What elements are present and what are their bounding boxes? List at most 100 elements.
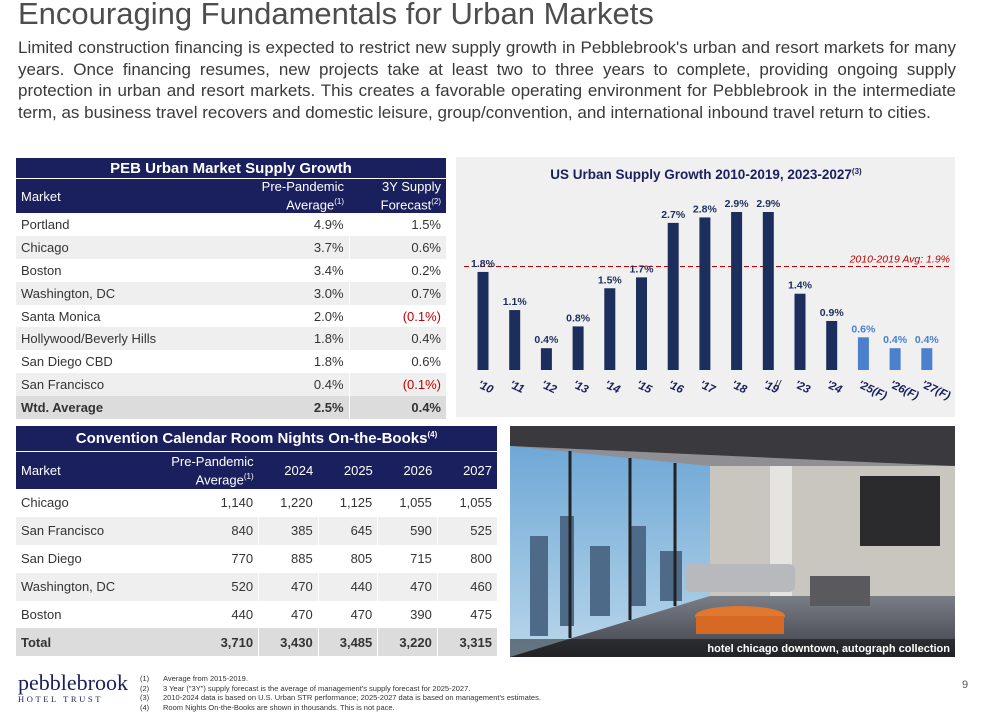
value-label: 0.4% <box>534 334 559 346</box>
table-row: Portland 4.9% 1.5% <box>16 213 446 236</box>
table-cell: Total <box>16 628 150 657</box>
column-header-text: Market <box>21 188 61 204</box>
table-cell: 2.5% <box>243 396 350 420</box>
column-header-text: 3Y Supply Forecast <box>380 179 441 213</box>
value-label: 0.8% <box>566 312 591 324</box>
table-cell: San Francisco <box>16 373 244 397</box>
table-cell: Santa Monica <box>21 308 101 324</box>
value-label: 2.9% <box>756 198 781 210</box>
table-row: Chicago 1,140 1,220 1,125 1,055 1,055 <box>16 489 497 517</box>
column-header: Market <box>16 178 244 213</box>
table-cell: 4.9% <box>243 213 350 236</box>
footnote-text: Room Nights On-the-Books are shown in th… <box>163 702 395 712</box>
table-cell: 590 <box>377 516 438 545</box>
column-header: Market <box>16 451 150 489</box>
table-cell: 770 <box>149 544 260 573</box>
table-cell: 470 <box>377 572 438 601</box>
bar <box>731 212 743 370</box>
table-cell: Hollywood/Beverly Hills <box>16 327 244 351</box>
table-cell: (0.1%) <box>349 373 446 397</box>
logo: pebblebrook HOTEL TRUST <box>18 670 128 705</box>
column-header-text: Pre-Pandemic Average <box>171 453 254 488</box>
table-cell: 1,140 <box>149 489 260 517</box>
logo-name: pebblebrook <box>18 670 128 695</box>
table-cell: 1,125 <box>318 489 379 517</box>
table-cell: Boston <box>21 262 62 278</box>
table-title: Convention Calendar Room Nights On-the-B… <box>16 426 497 452</box>
table-cell: 0.2% <box>411 262 441 278</box>
supply-table: PEB Urban Market Supply Growth Market Pre-… <box>16 158 446 420</box>
table-cell: San Diego CBD <box>21 354 113 370</box>
bar <box>604 288 616 370</box>
table-cell: 475 <box>470 607 492 622</box>
column-header-note: (1) <box>334 197 345 207</box>
chart: // US Urban Supply Growth 2010-2019, 202… <box>456 157 955 417</box>
column-header-note: (1) <box>243 471 254 481</box>
chart-title-note: (3) <box>852 167 862 176</box>
table-cell: Washington, DC <box>16 572 150 601</box>
table-cell: San Francisco <box>16 516 150 545</box>
table-cell: 3,315 <box>437 628 497 657</box>
table-cell: 385 <box>258 516 319 545</box>
table-row: Washington, DC 520 470 440 470 460 <box>16 572 497 601</box>
table-row: Boston 440 470 470 390 475 <box>16 600 497 629</box>
header-row: Market Pre-Pandemic Average(1) 2024 2025 202… <box>16 451 497 489</box>
bar <box>699 217 711 370</box>
value-label: 1.5% <box>598 274 623 286</box>
bar <box>667 222 679 370</box>
value-label: 0.6% <box>851 323 876 335</box>
table-cell: 1,055 <box>377 489 438 517</box>
column-header: 2026 <box>377 451 438 489</box>
table-cell: 1.8% <box>243 350 350 374</box>
table-cell: 800 <box>470 551 492 567</box>
photo: hotel chicago downtown, autograph collec… <box>510 426 955 657</box>
value-label: 0.4% <box>915 334 940 346</box>
table-cell: 470 <box>258 600 319 629</box>
table-cell: 885 <box>258 544 319 573</box>
table-cell: 470 <box>258 572 319 601</box>
bar <box>826 320 838 370</box>
column-header-text: 2024 <box>284 463 314 478</box>
table-cell: 460 <box>437 572 497 601</box>
table-cell: 1.8% <box>243 327 350 351</box>
table-cell: 0.4% <box>349 327 446 351</box>
slide-title: Encouraging Fundamentals for Urban Marke… <box>18 0 654 31</box>
table-cell: 3,710 <box>149 628 260 657</box>
column-header: Pre-Pandemic Average(1) <box>149 451 259 489</box>
intro-text: Limited construction financing is expect… <box>18 38 956 122</box>
table-cell: 3.7% <box>243 235 350 259</box>
table-cell: 1,220 <box>258 489 319 517</box>
table-cell: Wtd. Average <box>16 396 244 420</box>
table-row: Chicago 3.7% 0.6% <box>16 235 446 259</box>
bar <box>477 271 489 370</box>
page-number: 9 <box>962 679 969 691</box>
table-cell: (0.1%) <box>402 308 441 324</box>
table-cell: 805 <box>318 544 379 573</box>
bar <box>794 293 806 370</box>
table-row: Boston 3.4% 0.2% <box>16 258 446 282</box>
table-row: Wtd. Average 2.5% 0.4% <box>16 396 446 420</box>
footnote-text: Average from 2015-2019. <box>163 674 248 683</box>
column-header: 2024 <box>258 451 319 489</box>
value-label: 1.4% <box>788 280 813 292</box>
column-header: Pre-Pandemic Average(1) <box>243 178 350 213</box>
column-header: 2025 <box>318 451 378 489</box>
column-header-text: 2026 <box>403 463 433 478</box>
table-cell: 525 <box>437 516 497 545</box>
footnote: (4) Room Nights On-the-Books are shown in… <box>140 703 541 713</box>
table-row: Santa Monica 2.0% (0.1%) <box>16 304 446 328</box>
column-header-text: Market <box>21 463 61 478</box>
table-cell: 3,220 <box>377 628 438 657</box>
logo-sub: HOTEL TRUST <box>18 694 104 704</box>
value-label: 0.9% <box>820 307 845 319</box>
table-cell: 390 <box>377 600 438 629</box>
footnote: (2) 3 Year ("3Y") supply forecast is the … <box>140 684 541 694</box>
title-row: Convention Calendar Room Nights On-the-B… <box>16 426 497 452</box>
header-row: Market Pre-Pandemic Average(1) 3Y Supply F… <box>16 178 446 213</box>
footnote-marker: (1) <box>140 674 150 683</box>
footnote-text: 3 Year ("3Y") supply forecast is the ave… <box>163 683 471 693</box>
table-cell: Boston <box>21 607 62 622</box>
chart-title-text: US Urban Supply Growth 2010-2019, 2023-2… <box>550 167 852 182</box>
column-header-text: Pre-Pandemic Average <box>261 179 345 213</box>
